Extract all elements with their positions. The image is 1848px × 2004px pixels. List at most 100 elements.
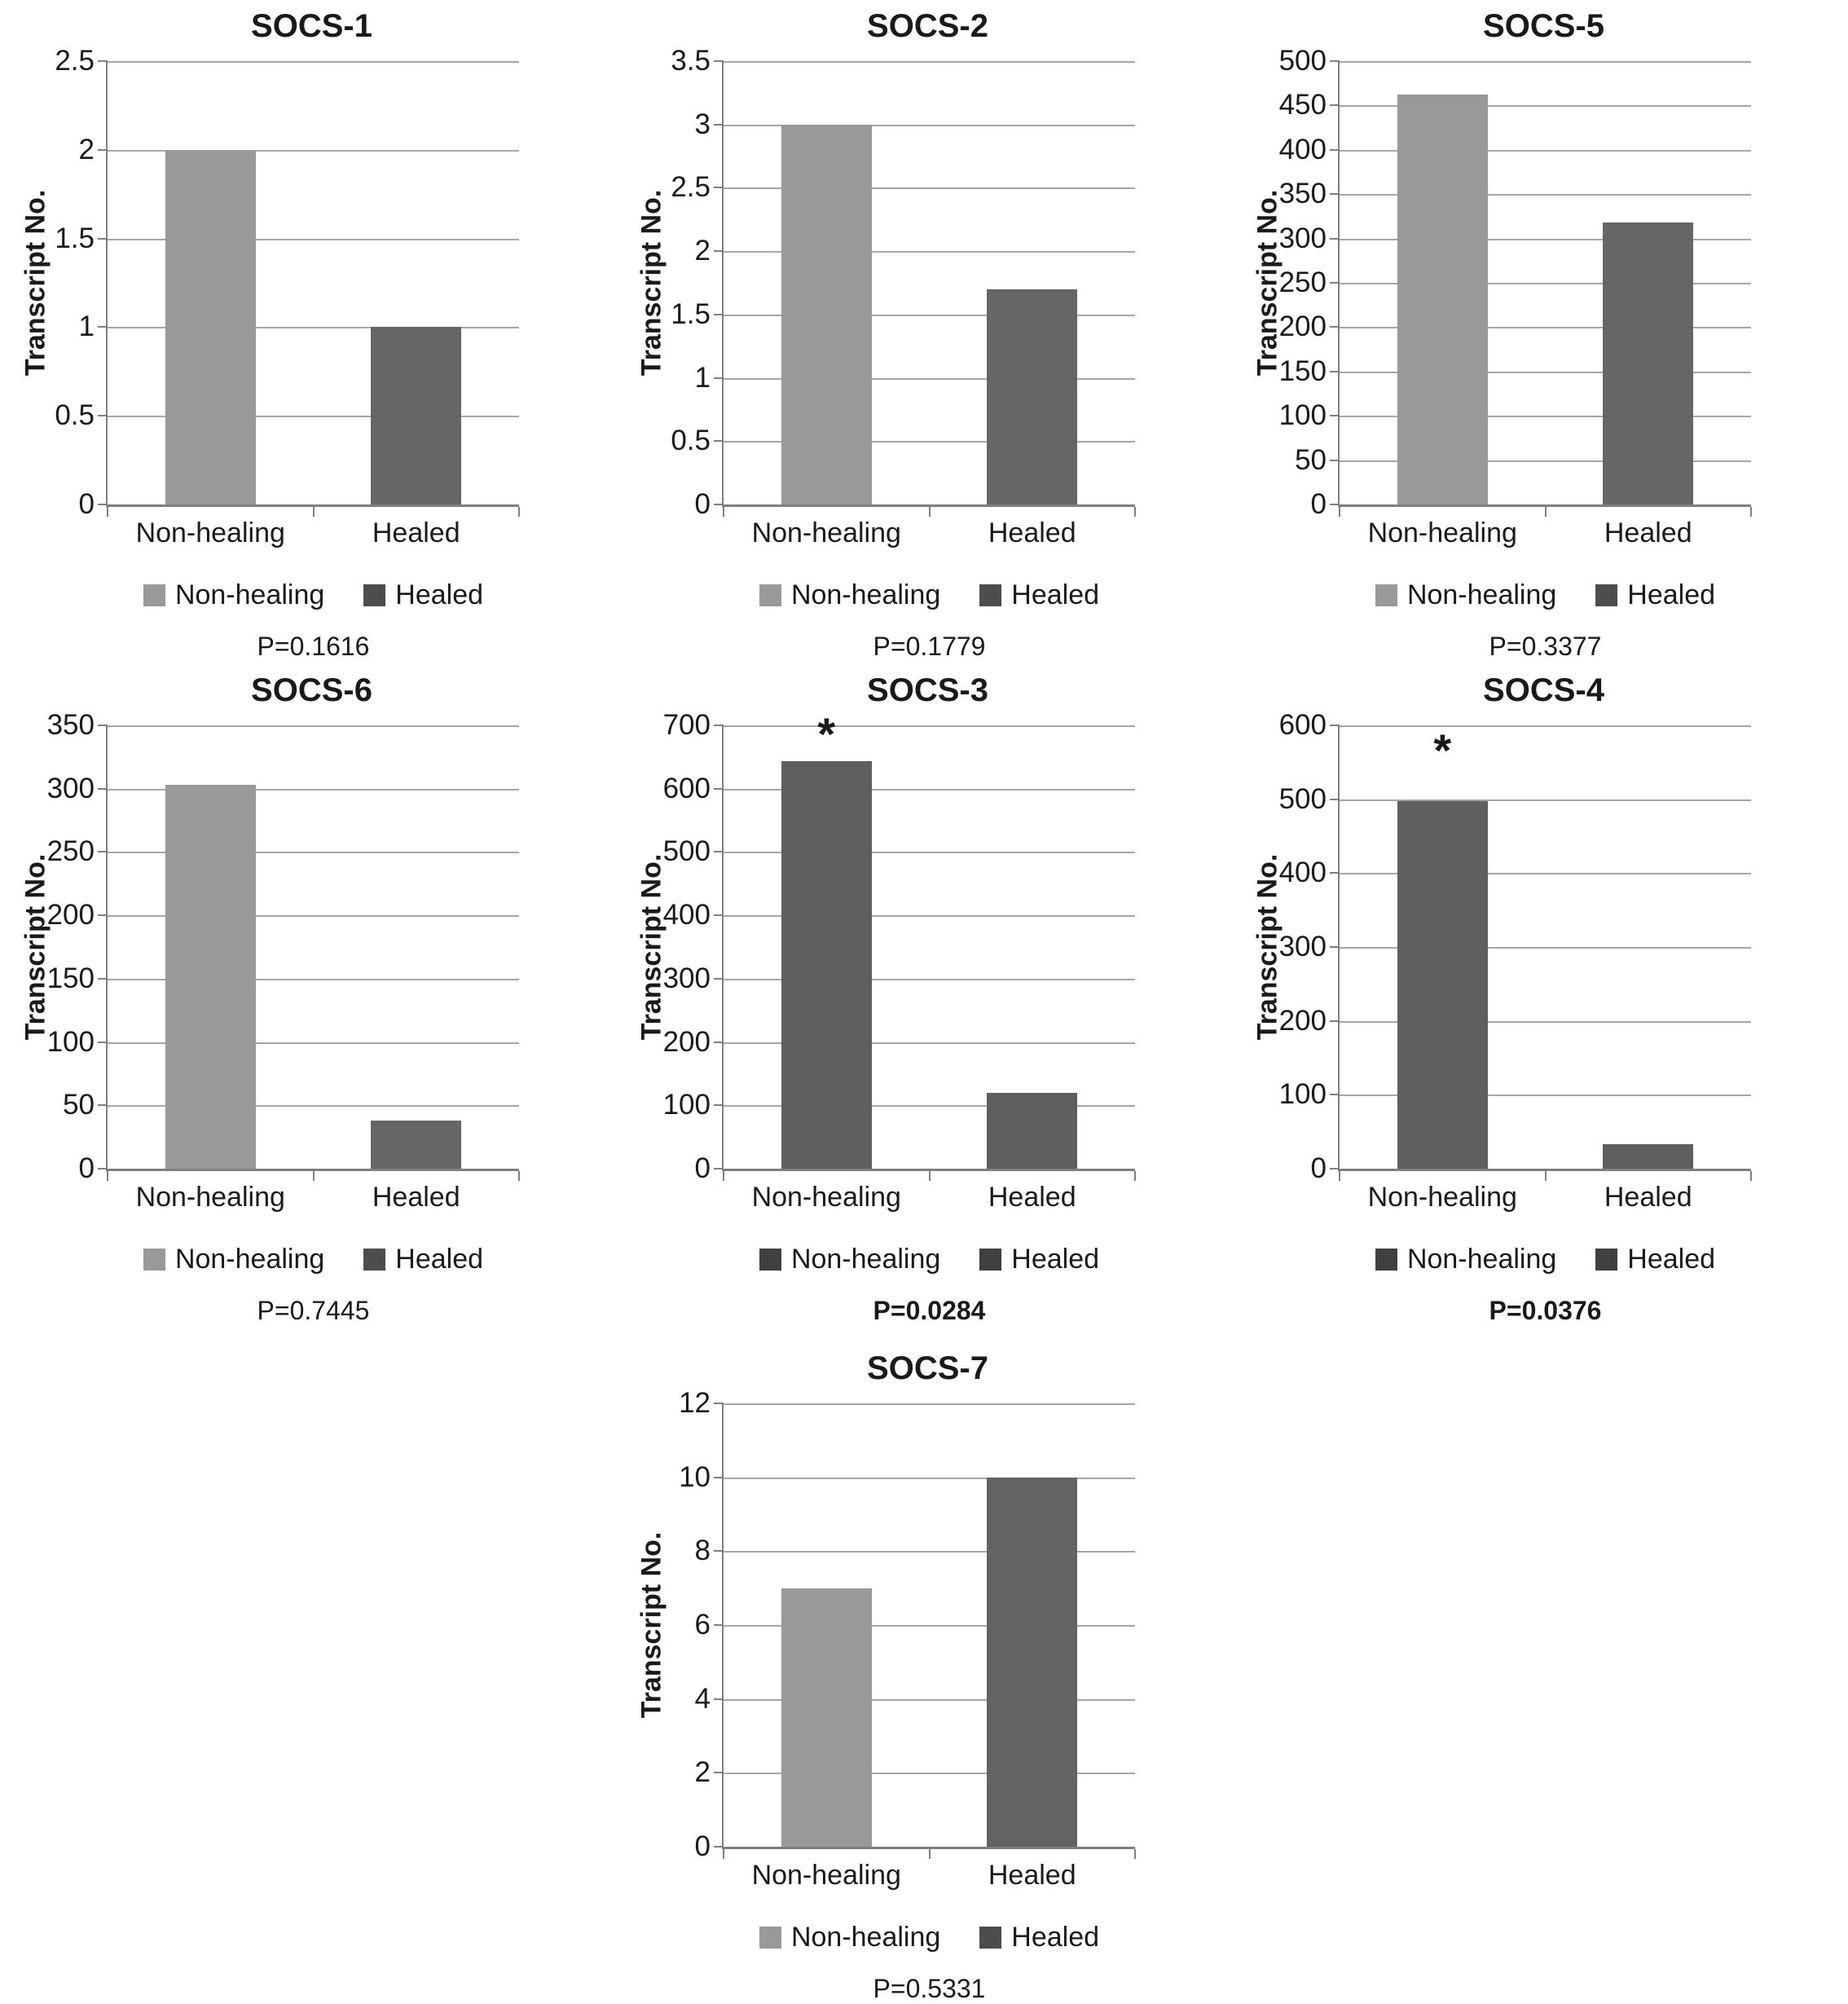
- bar-healed: [1603, 222, 1694, 504]
- y-axis-label: Transcript No.: [636, 1531, 667, 1719]
- legend-label: Non-healing: [790, 1922, 941, 1953]
- x-tick-label-healed: Healed: [988, 518, 1076, 548]
- y-tick-label: 200: [1278, 311, 1327, 343]
- x-axis-tick-mark: [928, 1171, 931, 1181]
- legend-label: Non-healing: [174, 579, 325, 610]
- legend: Non-healing Healed: [1340, 579, 1751, 611]
- y-axis-tick-mark: [1330, 1094, 1340, 1096]
- legend-label: Non-healing: [1406, 579, 1557, 610]
- y-tick-label: 600: [662, 772, 711, 804]
- x-axis-tick-mark: [1750, 507, 1752, 517]
- y-axis-tick-mark: [1330, 872, 1340, 874]
- gridline: [1340, 61, 1751, 63]
- y-tick-label: 300: [662, 962, 711, 994]
- gridline: [1340, 194, 1751, 196]
- y-axis-tick-mark: [714, 377, 724, 379]
- legend: Non-healing Healed: [724, 1922, 1135, 1953]
- y-axis-tick-mark: [98, 787, 108, 790]
- y-axis-tick-mark: [714, 1846, 724, 1848]
- y-tick-label: 150: [1278, 355, 1327, 387]
- legend-label: Non-healing: [174, 1244, 325, 1275]
- y-axis-tick-mark: [714, 1041, 724, 1043]
- x-axis-tick-mark: [723, 1171, 724, 1181]
- y-axis-tick-mark: [714, 1403, 724, 1404]
- gridline: [108, 725, 519, 727]
- y-axis-tick-mark: [1330, 60, 1340, 62]
- gridline: [1340, 149, 1751, 152]
- y-tick-label: 300: [1278, 222, 1327, 254]
- y-axis-tick-mark: [714, 60, 724, 62]
- y-tick-label: 3: [694, 108, 711, 140]
- y-axis-tick-mark: [1330, 104, 1340, 107]
- y-tick-label: 10: [679, 1460, 711, 1493]
- legend-item: Non-healing: [143, 1244, 324, 1275]
- gridline: [108, 915, 519, 918]
- chart-socs-7: SOCS-7 Transcript No. Non-healing Healed…: [616, 1342, 1232, 2003]
- legend-label: Non-healing: [790, 579, 941, 610]
- y-tick-label: 2: [78, 133, 95, 165]
- x-tick-label-healed: Healed: [372, 1182, 460, 1213]
- gridline: [1340, 1094, 1751, 1097]
- bar-non-healing: [781, 1588, 872, 1847]
- p-value: P=0.5331: [873, 1974, 986, 2003]
- y-axis-tick-mark: [714, 504, 724, 505]
- p-value: P=0.0376: [1489, 1296, 1602, 1325]
- gridline: [1340, 873, 1751, 875]
- y-tick-label: 100: [1278, 399, 1327, 432]
- bar-healed: [1603, 1144, 1694, 1169]
- y-tick-label: 50: [63, 1089, 95, 1121]
- bar-non-healing: [165, 785, 256, 1169]
- legend-item: Healed: [1595, 579, 1715, 611]
- y-tick-label: 400: [662, 899, 711, 932]
- gridline: [724, 1477, 1135, 1479]
- y-tick-label: 0: [78, 1152, 95, 1184]
- x-tick-label-healed: Healed: [988, 1860, 1076, 1891]
- legend-item: Healed: [979, 579, 1099, 611]
- x-axis-tick-mark: [107, 1171, 108, 1181]
- gridline: [1340, 105, 1751, 108]
- x-tick-label-healed: Healed: [1604, 1182, 1692, 1213]
- legend: Non-healing Healed: [108, 1244, 519, 1275]
- y-tick-label: 3.5: [671, 45, 711, 77]
- y-axis-tick-mark: [714, 851, 724, 853]
- y-axis-tick-mark: [1330, 415, 1340, 417]
- gridline: [1340, 416, 1751, 418]
- y-tick-label: 100: [662, 1089, 711, 1121]
- gridline: [724, 1042, 1135, 1044]
- y-tick-label: 500: [1278, 782, 1327, 815]
- y-tick-label: 200: [1278, 1004, 1327, 1037]
- y-axis-tick-mark: [714, 1698, 724, 1700]
- y-axis-tick-mark: [98, 237, 108, 240]
- x-tick-label-non-healing: Non-healing: [751, 1860, 901, 1891]
- legend-label: Healed: [1627, 1244, 1716, 1275]
- legend-label: Healed: [1011, 1922, 1100, 1953]
- plot-area: Non-healing Healed Non-healing Healed P=…: [47, 709, 520, 1325]
- x-axis-tick-mark: [1339, 1171, 1340, 1181]
- significance-asterisk: *: [1433, 724, 1452, 776]
- gridline: [108, 788, 519, 791]
- gridline: [724, 251, 1135, 253]
- gridline: [1340, 238, 1751, 240]
- y-axis-tick-mark: [1330, 798, 1340, 800]
- y-axis-label: Transcript No.: [636, 853, 667, 1041]
- y-axis-tick-mark: [98, 914, 108, 917]
- gridline: [724, 377, 1135, 380]
- y-tick-label: 500: [1278, 45, 1327, 77]
- y-axis-tick-mark: [98, 1104, 108, 1107]
- plot-area: Non-healing Healed Non-healing Healed P=…: [55, 45, 520, 661]
- y-axis-tick-mark: [714, 313, 724, 315]
- legend-label: Healed: [1627, 579, 1716, 610]
- chart-title: SOCS-4: [1483, 672, 1604, 708]
- y-axis-tick-mark: [1330, 326, 1340, 328]
- x-tick-label-healed: Healed: [988, 1182, 1076, 1213]
- y-axis-tick-mark: [714, 1624, 724, 1626]
- legend-item: Healed: [363, 579, 483, 611]
- y-tick-label: 200: [46, 899, 95, 932]
- plot-area: Non-healing Healed Non-healing Healed P=…: [679, 1387, 1136, 2003]
- gridline: [108, 149, 519, 152]
- gridline: [724, 1105, 1135, 1108]
- y-tick-label: 350: [1278, 178, 1327, 210]
- gridline: [724, 915, 1135, 918]
- legend-item: Non-healing: [759, 579, 940, 611]
- y-tick-label: 1: [694, 361, 711, 394]
